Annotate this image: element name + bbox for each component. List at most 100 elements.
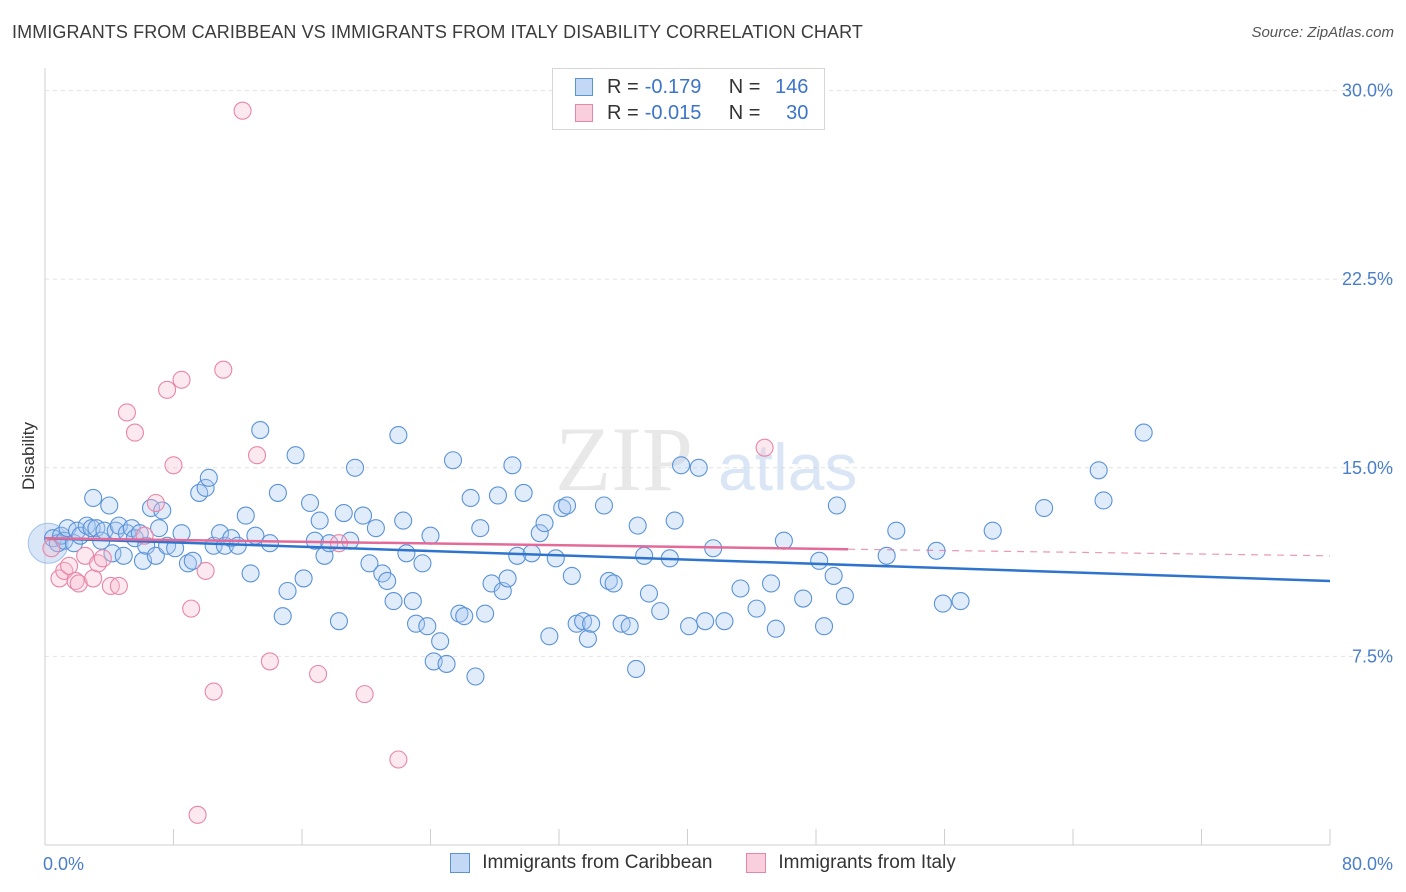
bottom-legend-caribbean: Immigrants from Caribbean — [450, 852, 712, 874]
data-point-caribbean — [461, 488, 480, 508]
legend-r-label: R = — [607, 75, 639, 98]
y-axis-label: Disability — [19, 421, 38, 490]
data-point-caribbean — [827, 496, 846, 515]
data-point-caribbean — [397, 544, 416, 563]
data-point-caribbean — [639, 584, 659, 603]
data-point-caribbean — [766, 619, 785, 638]
data-point-caribbean — [421, 526, 440, 545]
data-point-caribbean — [418, 617, 437, 636]
data-point-caribbean — [103, 544, 122, 563]
data-point-caribbean — [384, 592, 403, 611]
data-point-caribbean — [431, 632, 450, 651]
data-point-caribbean — [599, 571, 618, 591]
data-point-italy — [158, 380, 177, 399]
watermark-atlas: atlas — [718, 430, 857, 504]
data-point-caribbean — [824, 566, 843, 585]
data-point-caribbean — [508, 546, 527, 565]
data-point-caribbean — [689, 458, 708, 477]
legend-r-value: -0.179 — [644, 75, 702, 98]
data-point-caribbean — [353, 506, 373, 525]
data-point-italy — [164, 456, 183, 475]
watermark: ZIP atlas — [555, 408, 857, 510]
data-point-caribbean — [443, 451, 463, 470]
legend-n-label: N = — [728, 75, 761, 98]
legend-r-value: -0.015 — [644, 101, 702, 124]
data-point-caribbean — [1094, 491, 1113, 510]
data-point-caribbean — [334, 504, 353, 523]
data-point-italy — [69, 574, 88, 593]
data-point-caribbean — [814, 617, 834, 636]
data-point-italy — [260, 652, 279, 671]
data-point-caribbean — [530, 524, 549, 543]
data-point-caribbean — [665, 511, 684, 530]
x-tick-label: 80.0% — [1342, 854, 1393, 874]
data-point-italy — [755, 438, 774, 457]
bottom-legend-label: Immigrants from Italy — [778, 852, 956, 873]
data-point-caribbean — [680, 617, 699, 636]
bottom-legend-label: Immigrants from Caribbean — [482, 852, 713, 873]
data-point-caribbean — [627, 659, 646, 679]
data-point-caribbean — [300, 493, 320, 513]
data-point-caribbean — [268, 483, 287, 502]
data-point-caribbean — [761, 574, 781, 593]
data-point-italy — [125, 423, 144, 442]
data-point-italy — [42, 539, 61, 558]
y-tick-label: 22.5% — [1342, 269, 1393, 289]
trend-line-caribbean — [44, 536, 1331, 583]
series-italy-points — [42, 101, 774, 824]
data-point-caribbean — [498, 569, 517, 588]
data-point-caribbean — [251, 421, 270, 440]
data-point-caribbean — [983, 521, 1002, 540]
data-point-italy — [182, 599, 201, 618]
data-point-caribbean — [141, 498, 161, 518]
data-point-italy — [204, 682, 223, 701]
data-point-caribbean — [503, 456, 522, 475]
data-point-caribbean — [471, 519, 490, 538]
data-point-caribbean — [476, 604, 495, 623]
data-point-caribbean — [329, 612, 348, 631]
data-point-caribbean — [455, 607, 474, 626]
data-point-italy — [117, 403, 136, 422]
data-point-caribbean — [628, 516, 647, 535]
data-point-italy — [247, 446, 267, 465]
data-point-caribbean — [887, 521, 906, 540]
data-point-caribbean — [747, 599, 766, 618]
data-point-caribbean — [153, 501, 172, 520]
data-point-italy — [93, 549, 112, 568]
data-point-caribbean — [1134, 423, 1153, 442]
data-point-caribbean — [951, 592, 970, 611]
y-tick-label: 30.0% — [1342, 81, 1393, 101]
data-point-caribbean — [294, 569, 313, 588]
data-point-caribbean — [149, 519, 169, 538]
data-point-caribbean — [413, 554, 432, 573]
bottom-legend: Immigrants from Caribbean Immigrants fro… — [0, 852, 1406, 874]
data-point-italy — [146, 493, 165, 513]
data-point-caribbean — [933, 594, 952, 613]
data-point-caribbean — [378, 571, 397, 591]
data-point-caribbean — [877, 546, 896, 565]
data-point-caribbean — [345, 458, 365, 477]
data-point-caribbean — [260, 534, 279, 553]
data-point-caribbean — [562, 566, 581, 585]
x-tick-label: 0.0% — [43, 854, 84, 874]
legend-swatch-pink — [575, 104, 593, 122]
data-point-caribbean — [273, 607, 292, 626]
bottom-legend-swatch-pink — [746, 853, 767, 873]
y-tick-label: 7.5% — [1352, 646, 1393, 666]
data-point-caribbean — [794, 589, 813, 608]
data-point-caribbean — [310, 511, 329, 530]
data-point-caribbean — [1035, 498, 1054, 518]
data-point-caribbean — [146, 546, 165, 565]
data-point-caribbean — [114, 546, 133, 565]
data-point-italy — [355, 685, 374, 704]
data-point-italy — [109, 576, 128, 596]
data-point-italy — [196, 561, 215, 580]
legend-swatch-blue — [575, 78, 593, 96]
bottom-legend-swatch-blue — [450, 853, 471, 873]
data-point-caribbean — [278, 581, 297, 601]
data-point-caribbean — [535, 514, 554, 533]
data-point-italy — [60, 556, 79, 575]
bottom-legend-italy: Immigrants from Italy — [746, 852, 956, 874]
data-point-caribbean — [594, 496, 614, 515]
